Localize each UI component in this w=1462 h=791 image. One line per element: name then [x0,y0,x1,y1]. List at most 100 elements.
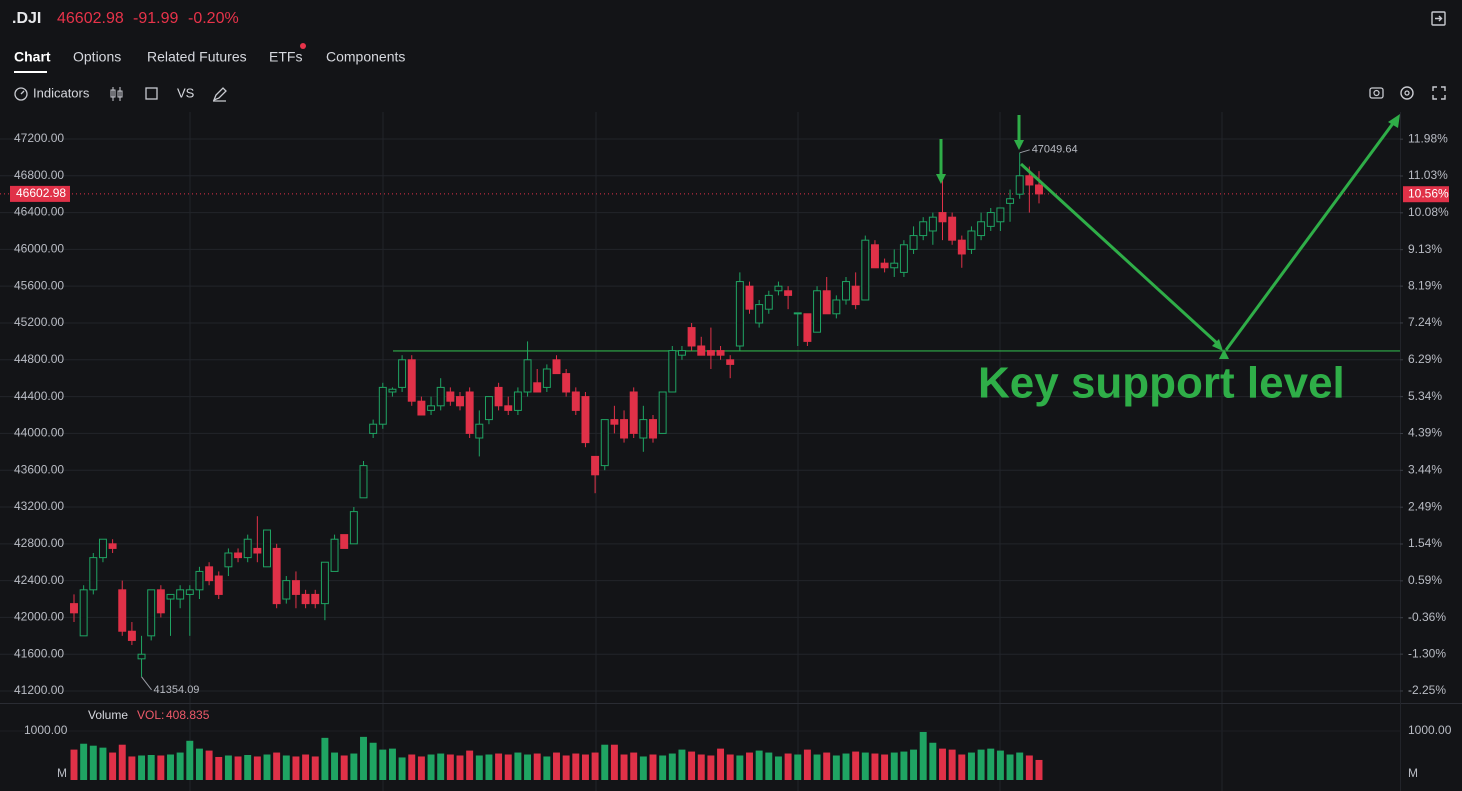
candle-body [214,575,223,595]
candle-body [1025,175,1034,186]
change: -91.99 [133,10,178,27]
candle-body [658,391,667,434]
low-label: 41354.09 [154,684,200,696]
screenshot-icon[interactable] [1369,87,1384,99]
candle-type-icon[interactable] [110,87,123,101]
volume-bar [437,753,445,780]
y-tick-label: 47200.00 [14,131,64,145]
candle-body [706,350,715,356]
candle-body [205,566,214,582]
candle-body [195,570,204,591]
indicators-button[interactable]: Indicators [14,85,90,101]
y2-tick-label: 10.08% [1408,205,1449,219]
tab[interactable]: Related Futures [147,49,247,65]
tab[interactable]: Chart [14,49,51,65]
volume-bar [70,749,78,780]
volume-tick-label: 1000.00 [24,723,68,737]
volume-bar [1035,759,1043,780]
volume-bar [360,736,367,780]
candle-body [1035,184,1043,195]
volume-last: 408.835 [166,708,210,722]
y-tick-label: 42800.00 [14,536,64,550]
y-tick-label: 46800.00 [14,168,64,182]
volume-bar [630,752,638,780]
volume-bar [273,752,281,780]
candle-body [465,391,474,434]
volume-bar [1025,755,1033,780]
volume-bar [1006,754,1014,780]
y-tick-label: 45600.00 [14,278,64,292]
high-label: 47049.64 [1032,144,1078,156]
candle-body [755,304,764,324]
vs-button[interactable]: VS [177,85,195,100]
candle-body [581,396,590,444]
volume-bar [533,753,541,780]
candle-body [677,350,686,356]
volume-bar [350,753,358,780]
volume-bar [128,756,136,780]
tab[interactable]: Components [326,49,405,65]
candle-body [639,419,648,439]
candle-body [301,593,310,605]
settings-icon[interactable] [1400,86,1414,100]
volume-bar [118,744,126,780]
candle-body [340,534,349,549]
volume-unit: M [57,766,67,780]
candle-body [832,299,841,315]
y-tick-label: 45200.00 [14,315,64,329]
volume-bar [803,749,811,780]
candle-body [243,538,252,559]
candle-body [880,262,889,269]
fullscreen-icon[interactable] [1432,86,1446,100]
y2-tick-label: 2.49% [1408,499,1442,513]
candle-body [822,290,831,315]
change-pct: -0.20% [188,10,239,27]
candle-body [388,388,397,393]
tab[interactable]: Options [73,49,121,65]
volume-bar [852,751,860,780]
volume-bar [823,752,831,780]
candle-body [176,589,185,600]
volume-bar [765,752,773,780]
volume-bar [109,752,117,780]
y-tick-label: 44800.00 [14,352,64,366]
volume-bar [659,755,667,780]
tab[interactable]: ETFs [269,49,302,65]
price: 46602.98 [57,10,124,27]
volume-bar [138,755,146,780]
collapse-icon[interactable] [1431,11,1446,26]
layout-icon[interactable] [145,87,158,100]
y-tick-label: 43200.00 [14,499,64,513]
candle-body [407,359,416,402]
volume-bar [167,754,174,780]
volume-bar [948,749,956,780]
volume-bar [678,749,686,780]
volume-bar [80,743,88,780]
y2-tick-label: 7.24% [1408,315,1442,329]
volume-bar [456,755,464,780]
candle-body [378,386,387,425]
candle-body [957,239,966,255]
volume-bar [176,752,184,780]
y-tick-label: 41200.00 [14,683,64,697]
draw-icon[interactable] [212,87,227,102]
volume-bar [929,742,937,780]
candle-body [494,386,503,407]
candle-body [774,285,783,292]
volume-bar [881,754,889,780]
volume-bar [514,752,522,780]
candle-body [79,589,88,637]
volume-bar [253,756,261,780]
last-price-label: 46602.98 [16,186,66,200]
volume-bar [562,755,570,780]
candle-body [118,589,127,632]
candle-body [330,538,339,572]
volume-bar [311,756,319,780]
volume-bar [466,750,474,780]
volume-bar [688,751,696,780]
y2-tick-label: 3.44% [1408,462,1442,476]
low-leader [141,676,152,691]
candle-body [938,212,947,223]
candle-body [291,580,300,595]
candle-body [417,400,426,416]
